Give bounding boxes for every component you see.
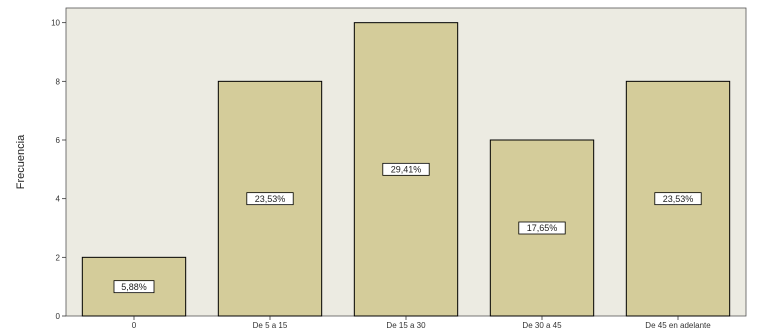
y-tick-label-3: 4: [56, 195, 61, 204]
data-label-box-5: [654, 192, 702, 206]
y-axis-title: Frecuencia: [15, 134, 27, 189]
data-label-4: 17,65%: [527, 223, 558, 233]
data-label-box-1: [113, 280, 155, 294]
data-label-1: 5,88%: [121, 282, 147, 292]
y-tick-label-1: 0: [56, 312, 61, 321]
y-tick-label-4: 6: [56, 136, 61, 145]
x-tick-label-2: De 5 a 15: [253, 321, 288, 330]
x-tick-label-1: 0: [132, 321, 137, 330]
axes-group: 0 De 5 a 15 De 15 a 30 De 30 a 45 De 45 en a…: [51, 19, 711, 330]
data-label-box-3: [382, 162, 430, 176]
data-label-5: 23,53%: [663, 194, 694, 204]
y-tick-label-6: 10: [51, 19, 60, 28]
data-label-group: 5,88% 23,53% 29,41% 17,65% 23,53%: [113, 162, 702, 294]
data-label-box-2: [246, 192, 294, 206]
data-label-box-4: [518, 221, 566, 235]
y-tick-label-5: 8: [56, 77, 61, 86]
data-label-3: 29,41%: [391, 165, 422, 175]
x-tick-label-3: De 15 a 30: [386, 321, 426, 330]
y-tick-label-2: 2: [56, 253, 61, 262]
data-label-2: 23,53%: [255, 194, 286, 204]
x-tick-label-4: De 30 a 45: [522, 321, 562, 330]
x-tick-label-5: De 45 en adelante: [645, 321, 711, 330]
